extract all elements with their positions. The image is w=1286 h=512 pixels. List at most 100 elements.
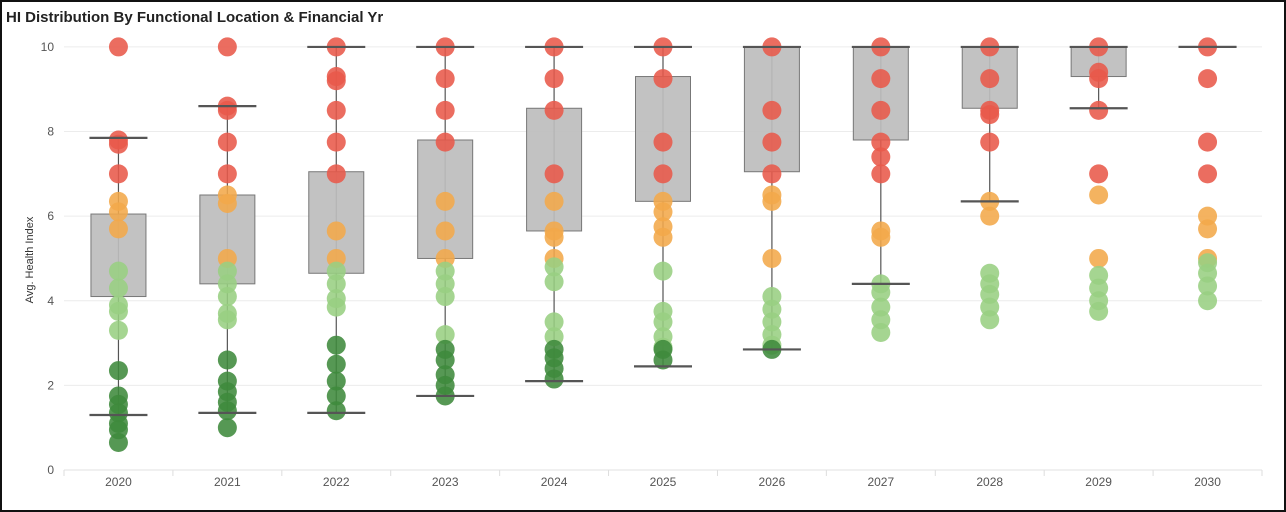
data-point bbox=[871, 132, 891, 152]
data-point bbox=[108, 37, 128, 57]
data-point bbox=[326, 71, 346, 91]
data-point bbox=[217, 193, 237, 213]
data-point bbox=[1198, 164, 1218, 184]
data-point bbox=[653, 164, 673, 184]
data-point bbox=[435, 350, 455, 370]
data-point bbox=[435, 287, 455, 307]
data-point bbox=[544, 227, 564, 247]
y-tick-label: 6 bbox=[47, 209, 54, 223]
data-point bbox=[326, 386, 346, 406]
data-point bbox=[980, 132, 1000, 152]
data-point bbox=[544, 164, 564, 184]
data-point bbox=[1198, 69, 1218, 89]
data-point bbox=[435, 221, 455, 241]
data-point bbox=[108, 219, 128, 239]
data-point bbox=[1089, 301, 1109, 321]
data-point bbox=[544, 369, 564, 389]
data-point bbox=[1089, 100, 1109, 120]
data-point bbox=[435, 325, 455, 345]
data-point bbox=[653, 261, 673, 281]
y-tick-label: 8 bbox=[47, 125, 54, 139]
data-point bbox=[435, 132, 455, 152]
y-tick-label: 10 bbox=[41, 40, 55, 54]
data-point bbox=[544, 312, 564, 332]
y-tick-label: 2 bbox=[47, 378, 54, 392]
data-point bbox=[217, 401, 237, 421]
data-point bbox=[980, 105, 1000, 125]
data-point bbox=[217, 310, 237, 330]
x-tick-label: 2029 bbox=[1085, 475, 1112, 489]
data-point bbox=[108, 134, 128, 154]
data-point bbox=[653, 227, 673, 247]
data-point bbox=[108, 361, 128, 381]
data-point bbox=[108, 320, 128, 340]
data-point bbox=[653, 350, 673, 370]
data-point bbox=[217, 287, 237, 307]
y-axis-label: Avg. Health Index bbox=[24, 216, 36, 303]
x-tick-label: 2023 bbox=[432, 475, 459, 489]
data-point bbox=[217, 37, 237, 57]
data-point bbox=[217, 100, 237, 120]
data-point bbox=[762, 164, 782, 184]
data-point bbox=[435, 191, 455, 211]
data-point bbox=[108, 261, 128, 281]
box-2027 bbox=[852, 46, 909, 141]
data-point bbox=[326, 164, 346, 184]
data-point bbox=[653, 132, 673, 152]
x-tick-label: 2020 bbox=[105, 475, 132, 489]
data-point bbox=[326, 274, 346, 294]
data-point bbox=[980, 310, 1000, 330]
data-point bbox=[1198, 276, 1218, 296]
x-tick-label: 2028 bbox=[976, 475, 1003, 489]
data-point bbox=[326, 371, 346, 391]
data-point bbox=[544, 191, 564, 211]
data-point bbox=[871, 164, 891, 184]
data-point bbox=[435, 100, 455, 120]
data-point bbox=[871, 100, 891, 120]
axis-layer: 0 2 4 6 8 10 2020 2021 2022 2023 2024 2025 2026 2027 2… bbox=[24, 40, 1221, 489]
data-point bbox=[326, 401, 346, 421]
y-tick-label: 0 bbox=[47, 463, 54, 477]
data-point bbox=[1198, 219, 1218, 239]
data-point bbox=[544, 257, 564, 277]
data-point bbox=[871, 147, 891, 167]
x-tick-label: 2024 bbox=[541, 475, 568, 489]
data-point bbox=[1198, 291, 1218, 311]
data-point bbox=[326, 221, 346, 241]
box-layer bbox=[90, 46, 1127, 415]
data-point bbox=[653, 312, 673, 332]
data-point bbox=[1089, 164, 1109, 184]
x-tick-label: 2030 bbox=[1194, 475, 1221, 489]
data-point bbox=[762, 191, 782, 211]
x-tick-label: 2027 bbox=[867, 475, 894, 489]
data-point bbox=[653, 202, 673, 222]
whisker-layer bbox=[89, 45, 1237, 417]
data-point bbox=[762, 100, 782, 120]
data-point bbox=[653, 69, 673, 89]
data-point bbox=[435, 69, 455, 89]
data-point bbox=[217, 350, 237, 370]
data-point bbox=[217, 132, 237, 152]
data-point bbox=[108, 164, 128, 184]
x-tick-label: 2026 bbox=[759, 475, 786, 489]
data-point bbox=[108, 202, 128, 222]
y-tick-label: 4 bbox=[47, 294, 54, 308]
x-tick-label: 2021 bbox=[214, 475, 241, 489]
data-point bbox=[762, 248, 782, 268]
data-point bbox=[871, 282, 891, 302]
data-point bbox=[108, 301, 128, 321]
data-point bbox=[871, 227, 891, 247]
data-point bbox=[980, 206, 1000, 226]
data-point bbox=[980, 69, 1000, 89]
data-point bbox=[326, 335, 346, 355]
data-point bbox=[544, 272, 564, 292]
data-point bbox=[108, 433, 128, 452]
data-point bbox=[326, 354, 346, 374]
x-tick-label: 2022 bbox=[323, 475, 350, 489]
data-point bbox=[108, 278, 128, 298]
data-point bbox=[1198, 132, 1218, 152]
data-point bbox=[1089, 69, 1109, 89]
data-point bbox=[326, 297, 346, 317]
data-point bbox=[326, 132, 346, 152]
